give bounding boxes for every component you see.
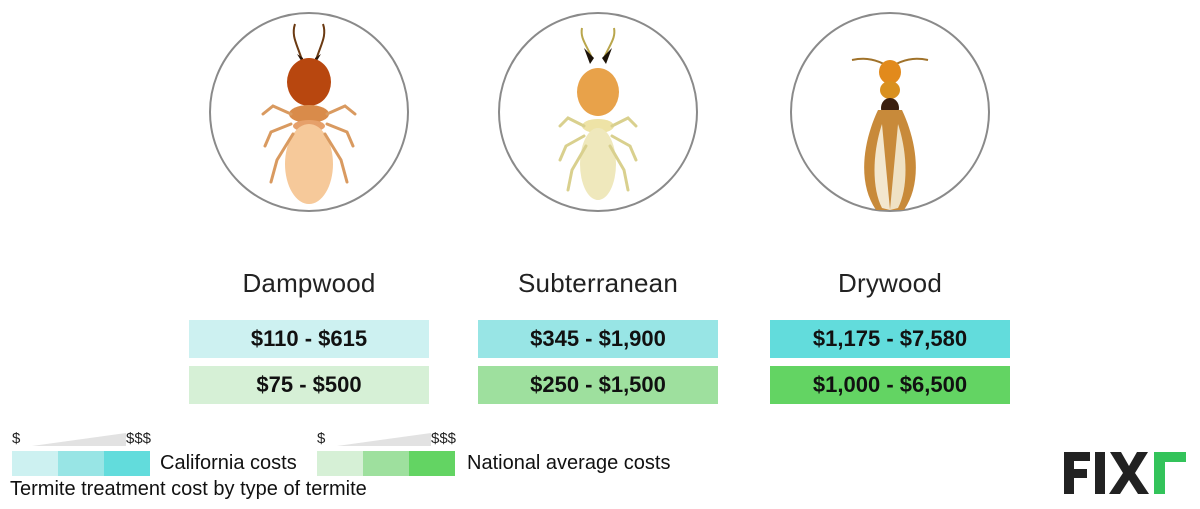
legend-scale-ramp bbox=[32, 433, 126, 446]
category-label: Subterranean bbox=[518, 268, 678, 298]
california-cost-subterranean: $345 - $1,900 bbox=[478, 320, 718, 358]
drywood-termite-icon bbox=[790, 12, 990, 212]
legend-scale-high: $$$ bbox=[126, 430, 152, 447]
subterranean-termite-icon bbox=[498, 12, 698, 212]
fixr-logo bbox=[1064, 452, 1186, 494]
legend-swatch-california-low bbox=[12, 451, 58, 476]
legend-national: $ $$$ National average costs bbox=[315, 430, 695, 480]
category-label: Drywood bbox=[838, 268, 942, 298]
legend-scale-high: $$$ bbox=[431, 430, 457, 447]
national-cost-dampwood: $75 - $500 bbox=[189, 366, 429, 404]
legend-scale-ramp bbox=[337, 433, 431, 446]
legend-label-national: National average costs bbox=[467, 452, 671, 474]
national-cost-subterranean: $250 - $1,500 bbox=[478, 366, 718, 404]
legend-scale-low: $ bbox=[317, 430, 326, 447]
dampwood-termite-icon bbox=[209, 12, 409, 212]
category-label: Dampwood bbox=[242, 268, 376, 298]
legend-swatch-national-mid bbox=[363, 451, 409, 476]
california-cost-dampwood: $110 - $615 bbox=[189, 320, 429, 358]
legend-swatch-california-high bbox=[104, 451, 150, 476]
california-cost-drywood: $1,175 - $7,580 bbox=[770, 320, 1010, 358]
legend-scale-low: $ bbox=[12, 430, 21, 447]
legend-swatch-california-mid bbox=[58, 451, 104, 476]
legend-swatch-national-low bbox=[317, 451, 363, 476]
chart-caption: Termite treatment cost by type of termit… bbox=[10, 478, 367, 500]
national-cost-drywood: $1,000 - $6,500 bbox=[770, 366, 1010, 404]
legend-california: $ $$$ California costs bbox=[10, 430, 310, 480]
legend-label-california: California costs bbox=[160, 452, 297, 474]
legend-swatch-national-high bbox=[409, 451, 455, 476]
